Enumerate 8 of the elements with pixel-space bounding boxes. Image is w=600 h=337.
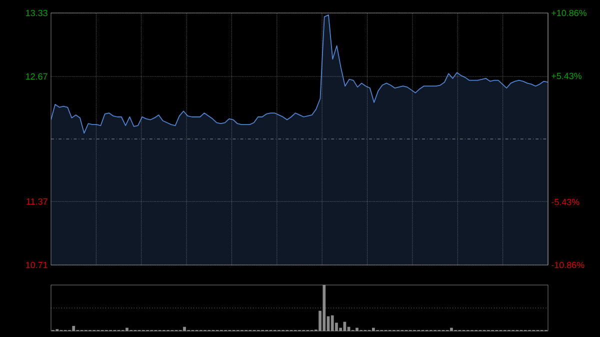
- y-tick-label: 13.33: [26, 10, 48, 16]
- y-tick-label: 12.67: [26, 73, 48, 80]
- y2-tick-label: +10.86%: [552, 10, 587, 16]
- y2-tick-label: -5.43%: [552, 198, 580, 206]
- y2-tick-label: -10.86%: [552, 262, 584, 268]
- y-tick-label: 11.37: [26, 198, 48, 205]
- y-tick-label: 10.71: [26, 262, 48, 268]
- y2-tick-label: +5.43%: [552, 72, 582, 80]
